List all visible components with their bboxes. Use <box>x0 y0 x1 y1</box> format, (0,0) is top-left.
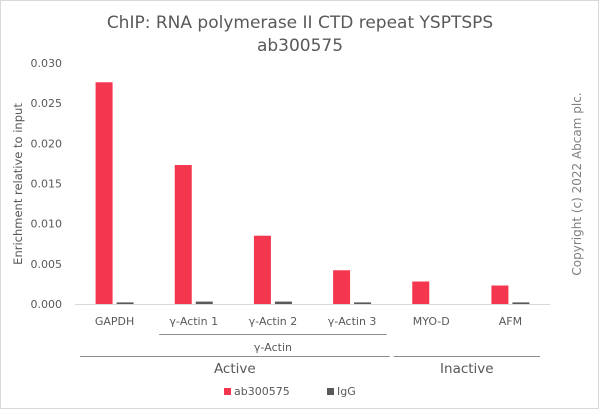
bar-ab300575-0 <box>95 82 113 304</box>
copyright-notice: Copyright (c) 2022 Abcam plc. <box>570 92 584 275</box>
x-category-label: MYO-D <box>413 315 450 328</box>
chart-title-line-2: ab300575 <box>257 36 343 56</box>
y-axis-ticks: 0.000 0.005 0.010 0.015 0.020 0.025 0.030 <box>31 57 63 311</box>
y-tick-label: 0.005 <box>31 258 63 271</box>
x-category-label: γ-Actin 1 <box>169 315 218 328</box>
y-tick-label: 0.020 <box>31 137 63 150</box>
gamma-actin-label: γ-Actin <box>254 341 292 354</box>
bar-ab300575-2 <box>253 235 271 304</box>
chart-title-line-1: ChIP: RNA polymerase II CTD repeat YSPTS… <box>107 13 493 33</box>
bar-ab300575-4 <box>412 281 430 304</box>
legend-swatch-ab300575 <box>224 388 231 395</box>
bar-igg-1 <box>195 301 213 304</box>
inactive-group-label: Inactive <box>440 361 494 377</box>
bar-igg-2 <box>274 301 292 304</box>
active-group-label: Active <box>214 361 256 377</box>
y-tick-label: 0.015 <box>31 178 63 191</box>
bar-ab300575-3 <box>333 270 351 304</box>
x-category-label: GAPDH <box>95 315 134 328</box>
y-tick-label: 0.030 <box>31 57 63 70</box>
bars <box>95 82 530 304</box>
legend-swatch-igg <box>327 388 334 395</box>
bar-ab300575-5 <box>491 285 509 304</box>
bar-ab300575-1 <box>174 165 192 304</box>
bar-igg-5 <box>512 302 530 304</box>
y-axis-label: Enrichment relative to input <box>11 103 25 265</box>
legend: ab300575 IgG <box>224 385 356 398</box>
y-tick-label: 0.010 <box>31 218 63 231</box>
y-tick-label: 0.025 <box>31 97 63 110</box>
bar-igg-0 <box>116 302 134 304</box>
x-category-label: γ-Actin 2 <box>249 315 298 328</box>
x-category-label: AFM <box>499 315 522 328</box>
legend-label-ab300575: ab300575 <box>234 385 290 398</box>
bar-igg-3 <box>354 302 372 304</box>
y-tick-label: 0.000 <box>31 298 63 311</box>
x-axis-categories: GAPDH γ-Actin 1 γ-Actin 2 γ-Actin 3 MYO-D AFM <box>95 315 522 328</box>
legend-label-igg: IgG <box>337 385 356 398</box>
x-category-label: γ-Actin 3 <box>328 315 377 328</box>
